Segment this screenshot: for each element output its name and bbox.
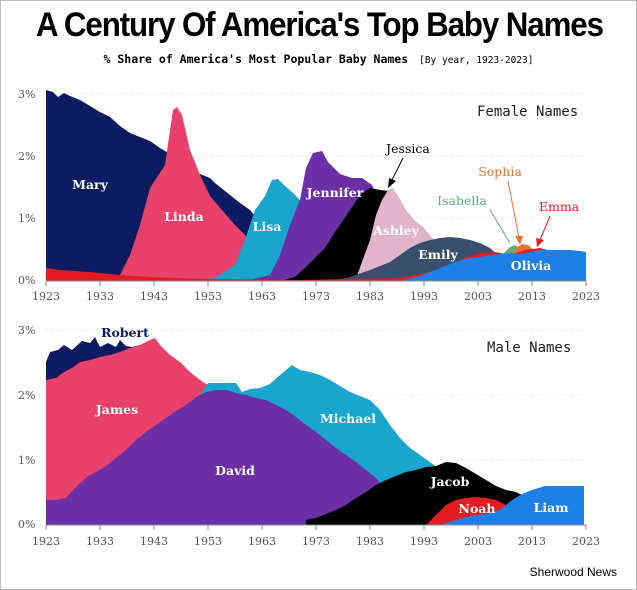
annotation-isabella: Isabella	[437, 193, 487, 208]
chart-title: A Century Of America's Top Baby Names	[36, 6, 604, 44]
female-annotations: Jessica Isabella Sophia Emma	[384, 141, 580, 247]
male-y-tick-1: 1%	[18, 454, 35, 467]
male-x-tick-marks	[45, 525, 587, 530]
area-david	[46, 390, 426, 525]
label-noah: Noah	[459, 501, 496, 516]
area-olivia	[400, 250, 586, 281]
annotation-jessica: Jessica	[384, 141, 430, 156]
male-x-tick: 1923	[32, 535, 60, 548]
source-credit: Sherwood News	[529, 565, 617, 579]
label-jacob: Jacob	[430, 474, 470, 489]
female-x-tick-marks	[45, 281, 587, 286]
male-x-tick: 1953	[194, 535, 222, 548]
label-james: James	[95, 402, 138, 417]
male-x-tick: 2013	[518, 535, 546, 548]
female-x-tick: 1973	[302, 290, 330, 303]
male-x-tick: 1933	[86, 535, 114, 548]
subtitle-main: % Share of America's Most Popular Baby N…	[103, 52, 409, 66]
annotation-isabella-line	[489, 209, 511, 244]
label-michael: Michael	[320, 411, 376, 426]
label-lisa: Lisa	[253, 219, 282, 234]
annotation-sophia-arrow-head	[515, 236, 523, 245]
label-linda: Linda	[164, 209, 203, 224]
annotation-sophia: Sophia	[478, 164, 522, 179]
subtitle-range: [By year, 1923-2023]	[419, 55, 534, 66]
male-y-tick-3: 3%	[18, 324, 35, 337]
label-emily: Emily	[418, 247, 458, 262]
male-y-ticks: 3% 2% 1% 0%	[18, 324, 35, 531]
label-david: David	[215, 463, 255, 478]
male-panel: Male Names 3% 2% 1% 0% 1923 1933 1943 19…	[18, 324, 600, 548]
female-y-tick-1: 1%	[18, 212, 35, 225]
male-x-tick: 1983	[356, 535, 384, 548]
label-jennifer: Jennifer	[306, 185, 364, 200]
annotation-jessica-arrow-line	[391, 157, 404, 181]
female-x-tick: 1983	[356, 290, 384, 303]
male-x-tick: 1963	[248, 535, 276, 548]
female-panel-title: Female Names	[477, 104, 578, 120]
male-x-tick: 2003	[464, 535, 492, 548]
female-panel: Female Names 3% 2% 1% 0% 1923 1933 1943 …	[18, 88, 600, 303]
male-x-tick: 2023	[572, 535, 600, 548]
female-x-tick: 1923	[32, 290, 60, 303]
female-x-tick: 1933	[86, 290, 114, 303]
female-x-tick: 2023	[572, 290, 600, 303]
area-liam	[440, 486, 584, 525]
male-y-tick-0: 0%	[18, 518, 35, 531]
male-y-tick-2: 2%	[18, 389, 35, 402]
male-series-labels: Robert James Michael David Jacob Noah Li…	[95, 325, 569, 516]
female-y-tick-0: 0%	[18, 274, 35, 287]
label-olivia: Olivia	[511, 258, 552, 273]
male-x-tick: 1973	[302, 535, 330, 548]
female-x-tick: 1963	[248, 290, 276, 303]
label-ashley: Ashley	[372, 223, 420, 238]
annotation-emma-arrow-line	[539, 215, 551, 241]
female-x-ticks: 1923 1933 1943 1953 1963 1973 1983 1993 …	[32, 290, 600, 303]
label-liam: Liam	[534, 500, 569, 515]
female-x-tick: 1953	[194, 290, 222, 303]
label-robert: Robert	[101, 325, 149, 340]
chart-subtitle: % Share of America's Most Popular Baby N…	[0, 52, 637, 66]
annotation-jessica-arrow-head	[388, 178, 396, 188]
female-y-ticks: 3% 2% 1% 0%	[18, 88, 35, 287]
female-x-tick: 1993	[410, 290, 438, 303]
female-y-tick-2: 2%	[18, 150, 35, 163]
annotation-sophia-arrow-line	[507, 180, 520, 239]
annotation-emma-arrow-head	[536, 238, 544, 247]
male-panel-title: Male Names	[487, 340, 571, 356]
female-series-labels: Mary Linda Lisa Jennifer Ashley Emily Ol…	[72, 177, 551, 273]
area-linda	[46, 107, 290, 281]
female-x-tick: 2003	[464, 290, 492, 303]
male-x-tick: 1943	[140, 535, 168, 548]
annotation-emma: Emma	[539, 199, 580, 214]
male-x-tick: 1993	[410, 535, 438, 548]
female-x-tick: 2013	[518, 290, 546, 303]
female-y-tick-3: 3%	[18, 88, 35, 101]
male-x-ticks: 1923 1933 1943 1953 1963 1973 1983 1993 …	[32, 535, 600, 548]
label-mary: Mary	[72, 177, 109, 192]
female-x-tick: 1943	[140, 290, 168, 303]
